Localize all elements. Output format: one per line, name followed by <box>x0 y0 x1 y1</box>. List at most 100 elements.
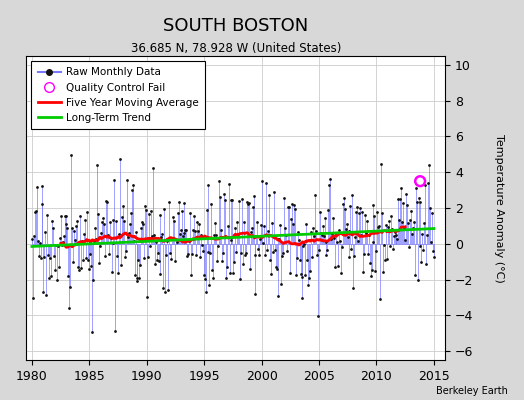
Point <box>260 223 268 230</box>
Point <box>30 233 38 240</box>
Point <box>167 256 175 262</box>
Point <box>176 230 184 237</box>
Point <box>336 238 344 244</box>
Point <box>104 251 113 257</box>
Point <box>363 218 371 224</box>
Point <box>319 222 327 229</box>
Point <box>201 289 210 296</box>
Point <box>179 230 188 236</box>
Point <box>267 271 275 278</box>
Point <box>307 228 315 235</box>
Point <box>66 284 74 290</box>
Point <box>154 250 162 256</box>
Point <box>381 257 389 264</box>
Point <box>250 291 259 297</box>
Point <box>350 253 358 259</box>
Point <box>417 258 425 265</box>
Point <box>192 252 200 259</box>
Point <box>409 224 417 231</box>
Point <box>77 265 85 271</box>
Point <box>359 251 368 257</box>
Point <box>102 198 110 205</box>
Point <box>245 199 253 206</box>
Point <box>278 253 287 260</box>
Point <box>188 251 196 257</box>
Point <box>388 226 396 232</box>
Point <box>201 276 209 282</box>
Point <box>133 277 141 284</box>
Point <box>316 230 325 236</box>
Point <box>401 237 409 244</box>
Point <box>198 242 206 248</box>
Point <box>303 257 311 264</box>
Point <box>151 239 160 246</box>
Point <box>46 254 54 261</box>
Point <box>123 177 131 183</box>
Point <box>402 191 410 198</box>
Point <box>368 202 377 208</box>
Point <box>106 235 115 241</box>
Point <box>39 288 48 295</box>
Point <box>189 227 198 234</box>
Point <box>97 229 105 236</box>
Point <box>369 239 378 246</box>
Point <box>254 246 263 252</box>
Point <box>205 282 214 288</box>
Point <box>370 213 379 220</box>
Point <box>191 228 199 234</box>
Point <box>225 270 234 276</box>
Point <box>210 232 219 238</box>
Point <box>43 212 51 219</box>
Point <box>204 182 213 188</box>
Point <box>324 207 333 213</box>
Point <box>329 214 337 221</box>
Point <box>142 207 150 214</box>
Point <box>396 196 405 202</box>
Point <box>301 272 310 278</box>
Point <box>221 197 229 203</box>
Point <box>380 242 388 248</box>
Point <box>388 246 397 252</box>
Point <box>246 229 255 235</box>
Point <box>164 286 172 293</box>
Point <box>421 181 430 188</box>
Point <box>54 264 63 270</box>
Point <box>181 227 190 233</box>
Point <box>224 181 233 187</box>
Point <box>173 210 182 216</box>
Point <box>133 275 141 281</box>
Point <box>226 237 235 244</box>
Point <box>231 225 239 231</box>
Point <box>426 205 434 212</box>
Point <box>207 200 215 207</box>
Point <box>57 213 65 219</box>
Point <box>215 177 223 184</box>
Point <box>406 216 414 223</box>
Point <box>394 196 402 202</box>
Point <box>165 198 173 205</box>
Point <box>362 230 370 236</box>
Point <box>128 182 137 188</box>
Point <box>244 201 252 208</box>
Point <box>156 212 165 219</box>
Point <box>36 240 44 246</box>
Point <box>209 275 217 282</box>
Point <box>63 225 72 232</box>
Point <box>410 218 418 225</box>
Point <box>297 270 305 277</box>
Point <box>392 227 401 234</box>
Point <box>199 248 207 255</box>
Point <box>49 224 57 231</box>
Point <box>294 236 303 243</box>
Point <box>425 162 433 168</box>
Point <box>423 232 431 238</box>
Point <box>340 195 348 201</box>
Point <box>34 237 42 244</box>
Point <box>416 178 424 184</box>
Point <box>243 199 251 205</box>
Point <box>91 225 100 232</box>
Point <box>366 273 375 280</box>
Point <box>397 185 406 191</box>
Point <box>62 221 71 228</box>
Point <box>315 209 324 215</box>
